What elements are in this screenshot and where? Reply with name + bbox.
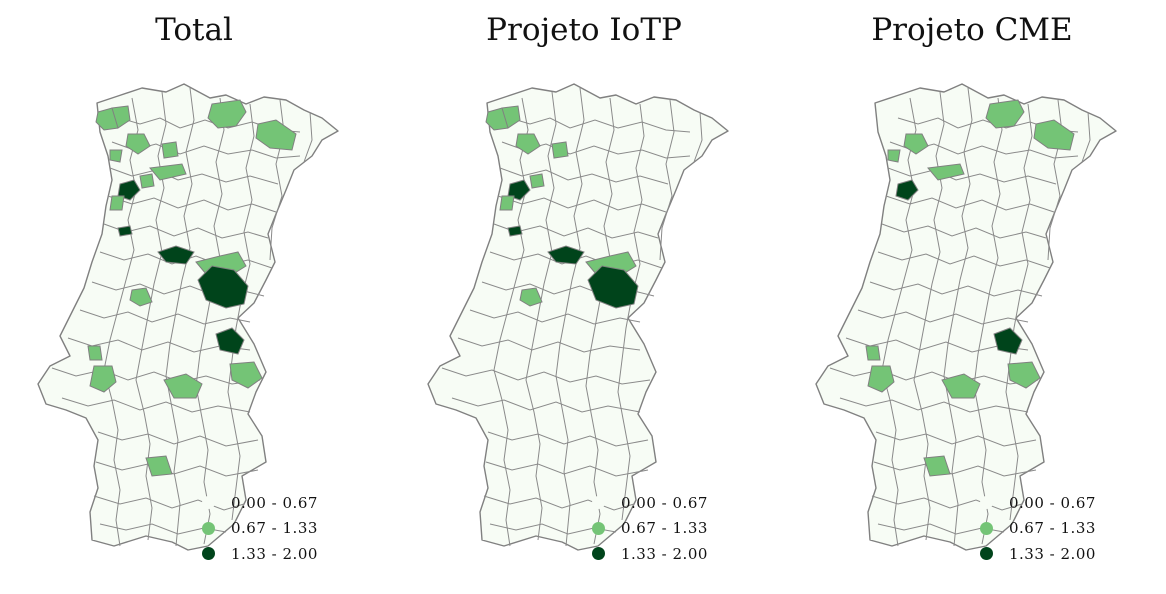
municipality-dkbig [197,265,249,309]
legend-label: 0.67 - 1.33 [231,519,318,538]
municipality-g6 [163,373,203,399]
legend-swatch [980,521,993,535]
municipality-c5 [529,173,545,189]
municipality-g4 [87,345,103,361]
legend-item: 0.67 - 1.33 [592,516,708,542]
choropleth-map [427,83,729,551]
municipality-dk1 [507,179,531,201]
municipality-g6 [941,373,981,399]
map-legend: 0.00 - 0.67 0.67 - 1.33 1.33 - 2.00 [202,490,318,567]
municipality-g8 [923,455,951,477]
legend-item: 1.33 - 2.00 [980,541,1096,567]
legend-swatch [202,521,215,535]
municipality-c1 [903,133,929,155]
municipality-dkbig [587,265,639,309]
map-panel-cme: Projeto CME 0.00 - 0.67 0.67 - 1.33 1.33… [778,0,1166,594]
municipality-g7 [1007,361,1041,389]
highlighted-municipalities [87,99,297,477]
legend-label: 1.33 - 2.00 [1009,544,1096,563]
municipality-dk2 [117,225,133,237]
panel-title: Total [155,12,233,48]
highlighted-municipalities [485,105,639,309]
municipality-g8 [145,455,173,477]
legend-item: 1.33 - 2.00 [202,541,318,567]
municipality-g3 [129,287,153,307]
legend-item: 0.00 - 0.67 [592,490,708,516]
map-panel-total: Total 0.00 - 0.67 0.67 - 1.33 1.33 - 2.0… [0,0,388,594]
legend-item: 1.33 - 2.00 [592,541,708,567]
municipality-dk1 [117,179,141,201]
municipality-g5 [89,365,117,393]
legend-item: 0.67 - 1.33 [202,516,318,542]
municipality-c4 [927,163,965,181]
municipality-dk1 [895,179,919,201]
municipality-dk3 [157,245,195,265]
municipality-n1 [985,99,1025,129]
municipality-dk3 [547,245,585,265]
legend-label: 0.00 - 0.67 [621,493,708,512]
municipality-c3 [109,149,123,163]
legend-item: 0.67 - 1.33 [980,516,1096,542]
legend-label: 0.00 - 0.67 [231,493,318,512]
legend-item: 0.00 - 0.67 [202,490,318,516]
legend-item: 0.00 - 0.67 [980,490,1096,516]
municipality-dk4 [215,327,245,355]
municipality-g4 [865,345,881,361]
legend-swatch [592,547,605,561]
municipality-g7 [229,361,263,389]
legend-swatch [592,496,605,510]
legend-swatch [980,496,993,510]
municipality-g1 [499,195,515,211]
legend-swatch [592,521,605,535]
municipality-c1 [515,133,541,155]
municipality-nw2 [501,105,521,129]
municipality-c4 [149,163,187,181]
legend-label: 0.67 - 1.33 [1009,519,1096,538]
municipality-g5 [867,365,895,393]
choropleth-map [815,83,1117,551]
legend-label: 1.33 - 2.00 [621,544,708,563]
legend-label: 0.00 - 0.67 [1009,493,1096,512]
map-panel-iotp: Projeto IoTP 0.00 - 0.67 0.67 - 1.33 1.3… [390,0,778,594]
municipality-c1 [125,133,151,155]
legend-swatch [202,496,215,510]
municipality-g1 [109,195,125,211]
legend-label: 1.33 - 2.00 [231,544,318,563]
municipality-dk4 [993,327,1023,355]
panel-title: Projeto CME [871,12,1073,48]
panel-title: Projeto IoTP [486,12,682,48]
municipality-ne1 [1033,119,1075,151]
municipality-dk2 [507,225,523,237]
map-legend: 0.00 - 0.67 0.67 - 1.33 1.33 - 2.00 [980,490,1096,567]
legend-swatch [980,547,993,561]
municipality-nw2 [111,105,131,129]
municipality-ne1 [255,119,297,151]
map-legend: 0.00 - 0.67 0.67 - 1.33 1.33 - 2.00 [592,490,708,567]
municipality-c2 [551,141,569,159]
municipality-g3 [519,287,543,307]
municipality-n1 [207,99,247,129]
municipality-c3 [887,149,901,163]
legend-label: 0.67 - 1.33 [621,519,708,538]
municipality-c5 [139,173,155,189]
choropleth-map [37,83,339,551]
legend-swatch [202,547,215,561]
highlighted-municipalities [865,99,1075,477]
municipality-c2 [161,141,179,159]
